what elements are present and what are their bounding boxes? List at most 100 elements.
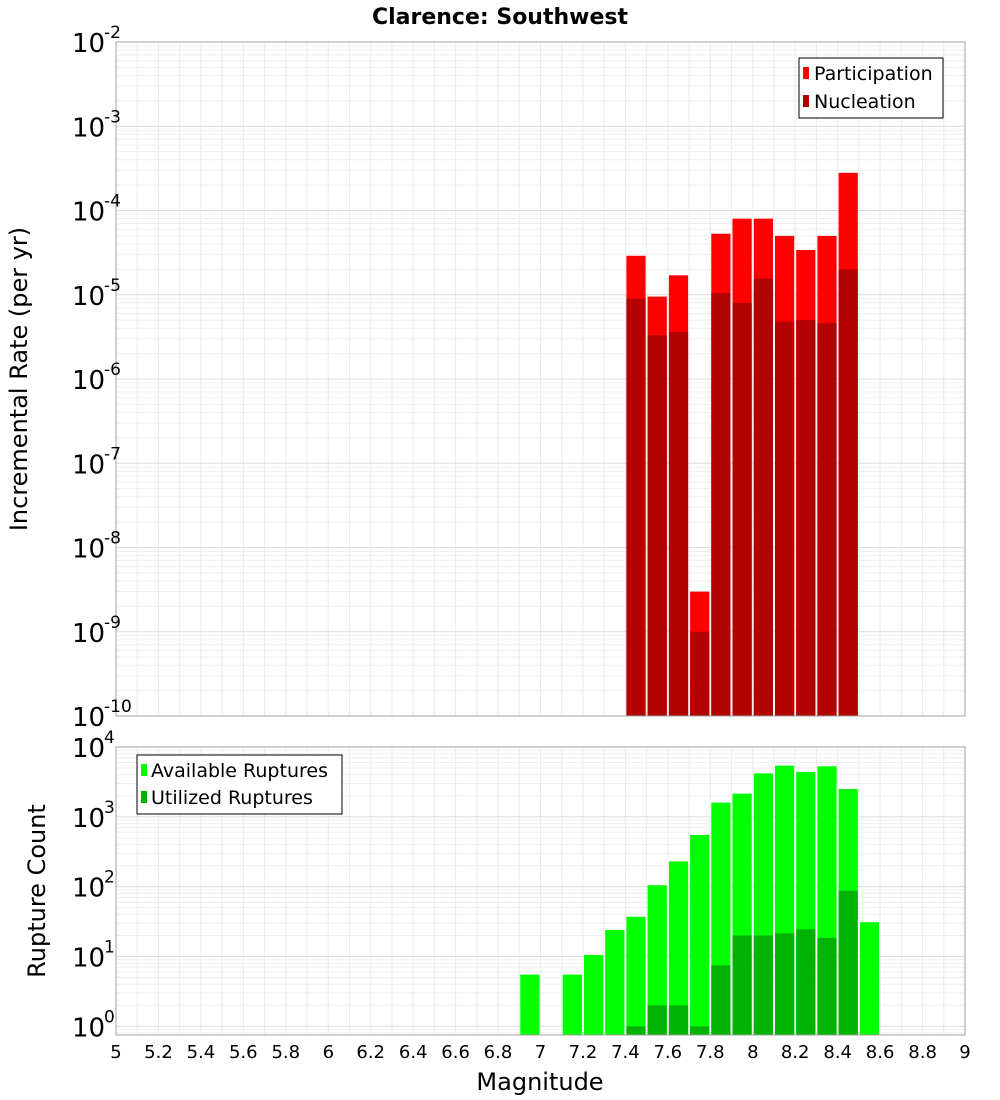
legend-label-utilized: Utilized Ruptures xyxy=(151,787,313,809)
top-plot-frame xyxy=(115,41,966,717)
top-bar-series2 xyxy=(796,320,816,716)
bottom-bars xyxy=(520,765,880,1035)
y-tick-label-exponent: 3 xyxy=(104,798,115,818)
y-tick-label-base: 10 xyxy=(72,734,105,764)
bottom-bar-series1 xyxy=(584,955,604,1035)
top-bar-series2 xyxy=(626,298,646,716)
x-tick-label: 8.6 xyxy=(866,1042,895,1063)
top-bar-series2 xyxy=(838,269,858,716)
x-tick-label: 7.6 xyxy=(653,1042,682,1063)
top-bar-series2 xyxy=(817,323,837,716)
chart-title: Clarence: Southwest xyxy=(372,5,629,30)
legend-label-nucleation: Nucleation xyxy=(814,91,916,113)
top-bar-series2 xyxy=(647,335,667,716)
y-tick-label-exponent: -7 xyxy=(104,444,121,464)
x-tick-label: 8.2 xyxy=(781,1042,810,1063)
y-tick-label-base: 10 xyxy=(72,113,105,143)
bottom-bar-series2 xyxy=(647,1005,667,1035)
x-tick-label: 8 xyxy=(747,1042,758,1063)
y-tick-label-base: 10 xyxy=(72,535,105,565)
x-tick-label: 8.8 xyxy=(908,1042,937,1063)
x-tick-label: 7 xyxy=(535,1042,546,1063)
y-tick-label-exponent: -3 xyxy=(104,107,121,127)
y-tick-label-exponent: -4 xyxy=(104,192,121,212)
top-bar-series2 xyxy=(690,631,710,717)
y-tick-label-exponent: -5 xyxy=(104,276,121,296)
bottom-bar-series2 xyxy=(838,890,858,1035)
top-legend-box xyxy=(798,57,944,119)
bottom-y-axis-label: Rupture Count xyxy=(23,804,51,978)
bottom-bar-series2 xyxy=(668,1005,689,1035)
bottom-bar-series2 xyxy=(796,929,816,1035)
y-tick-label-exponent: -8 xyxy=(104,529,121,549)
bottom-bar-series2 xyxy=(626,1026,646,1035)
y-tick-label-base: 10 xyxy=(72,29,105,59)
bottom-bar-series2 xyxy=(732,935,752,1035)
y-tick-label-exponent: -10 xyxy=(104,697,132,717)
bottom-bar-series1 xyxy=(562,974,582,1035)
bottom-bar-series2 xyxy=(817,937,837,1035)
y-tick-label-base: 10 xyxy=(72,450,105,480)
bottom-bar-series1 xyxy=(859,922,880,1035)
bottom-bar-series2 xyxy=(690,1026,710,1035)
top-bars xyxy=(626,172,858,717)
x-tick-label: 7.8 xyxy=(696,1042,725,1063)
legend-swatch-nucleation xyxy=(803,95,809,107)
x-tick-label: 7.2 xyxy=(569,1042,598,1063)
bottom-legend-box xyxy=(136,754,343,815)
x-tick-label: 6.6 xyxy=(441,1042,470,1063)
top-grid xyxy=(115,41,966,717)
legend-label-participation: Participation xyxy=(814,63,933,85)
x-axis-label: Magnitude xyxy=(476,1068,603,1096)
y-tick-label-exponent: 4 xyxy=(104,728,115,748)
y-tick-label-exponent: -9 xyxy=(104,613,121,633)
bottom-bar-series1 xyxy=(668,861,689,1035)
bottom-bar-series2 xyxy=(711,965,731,1035)
x-tick-label: 6.2 xyxy=(356,1042,385,1063)
y-tick-label-base: 10 xyxy=(72,619,105,649)
y-tick-label-exponent: 0 xyxy=(104,1007,115,1027)
x-tick-label: 5.2 xyxy=(144,1042,173,1063)
x-tick-label: 9 xyxy=(959,1042,970,1063)
top-bar-series2 xyxy=(775,321,795,716)
x-tick-label: 6.8 xyxy=(484,1042,513,1063)
bottom-bar-series1 xyxy=(520,974,540,1035)
bottom-plot-frame xyxy=(115,746,966,1036)
top-y-axis-label: Incremental Rate (per yr) xyxy=(5,227,33,531)
x-tick-label: 8.4 xyxy=(823,1042,852,1063)
top-bar-series2 xyxy=(753,278,773,716)
top-bar-series2 xyxy=(668,332,689,716)
legend-label-available: Available Ruptures xyxy=(151,760,328,782)
legend-swatch-available xyxy=(141,764,147,776)
y-tick-label-base: 10 xyxy=(72,703,105,733)
y-tick-label-exponent: 2 xyxy=(104,868,115,888)
y-tick-label-exponent: -2 xyxy=(104,23,121,43)
x-tick-label: 5.4 xyxy=(187,1042,216,1063)
y-tick-label-base: 10 xyxy=(72,366,105,396)
x-tick-label: 6.4 xyxy=(399,1042,428,1063)
y-tick-label-base: 10 xyxy=(72,1013,105,1043)
top-bar-series2 xyxy=(711,293,731,716)
bottom-bar-series1 xyxy=(690,834,710,1035)
bottom-bar-series2 xyxy=(775,933,795,1035)
legend-swatch-participation xyxy=(803,67,809,79)
bottom-bar-series2 xyxy=(753,935,773,1035)
y-tick-label-base: 10 xyxy=(72,804,105,834)
y-tick-label-base: 10 xyxy=(72,198,105,228)
y-tick-label-base: 10 xyxy=(72,282,105,312)
bottom-bar-series1 xyxy=(605,929,625,1035)
bottom-bar-series1 xyxy=(647,885,667,1035)
x-ticks: 5 5.2 5.4 5.6 5.8 6 6.2 6.4 6.6 6.8 7 7.2 7.4 7.6 7.8 8… xyxy=(110,1042,970,1063)
top-bar-series2 xyxy=(732,302,752,716)
x-tick-label: 5.6 xyxy=(229,1042,258,1063)
y-tick-label-exponent: 1 xyxy=(104,938,115,958)
x-tick-label: 7.4 xyxy=(611,1042,640,1063)
x-tick-label: 5 xyxy=(110,1042,121,1063)
bottom-bar-series1 xyxy=(626,916,646,1035)
bottom-legend: Available Ruptures Utilized Ruptures xyxy=(136,754,343,815)
